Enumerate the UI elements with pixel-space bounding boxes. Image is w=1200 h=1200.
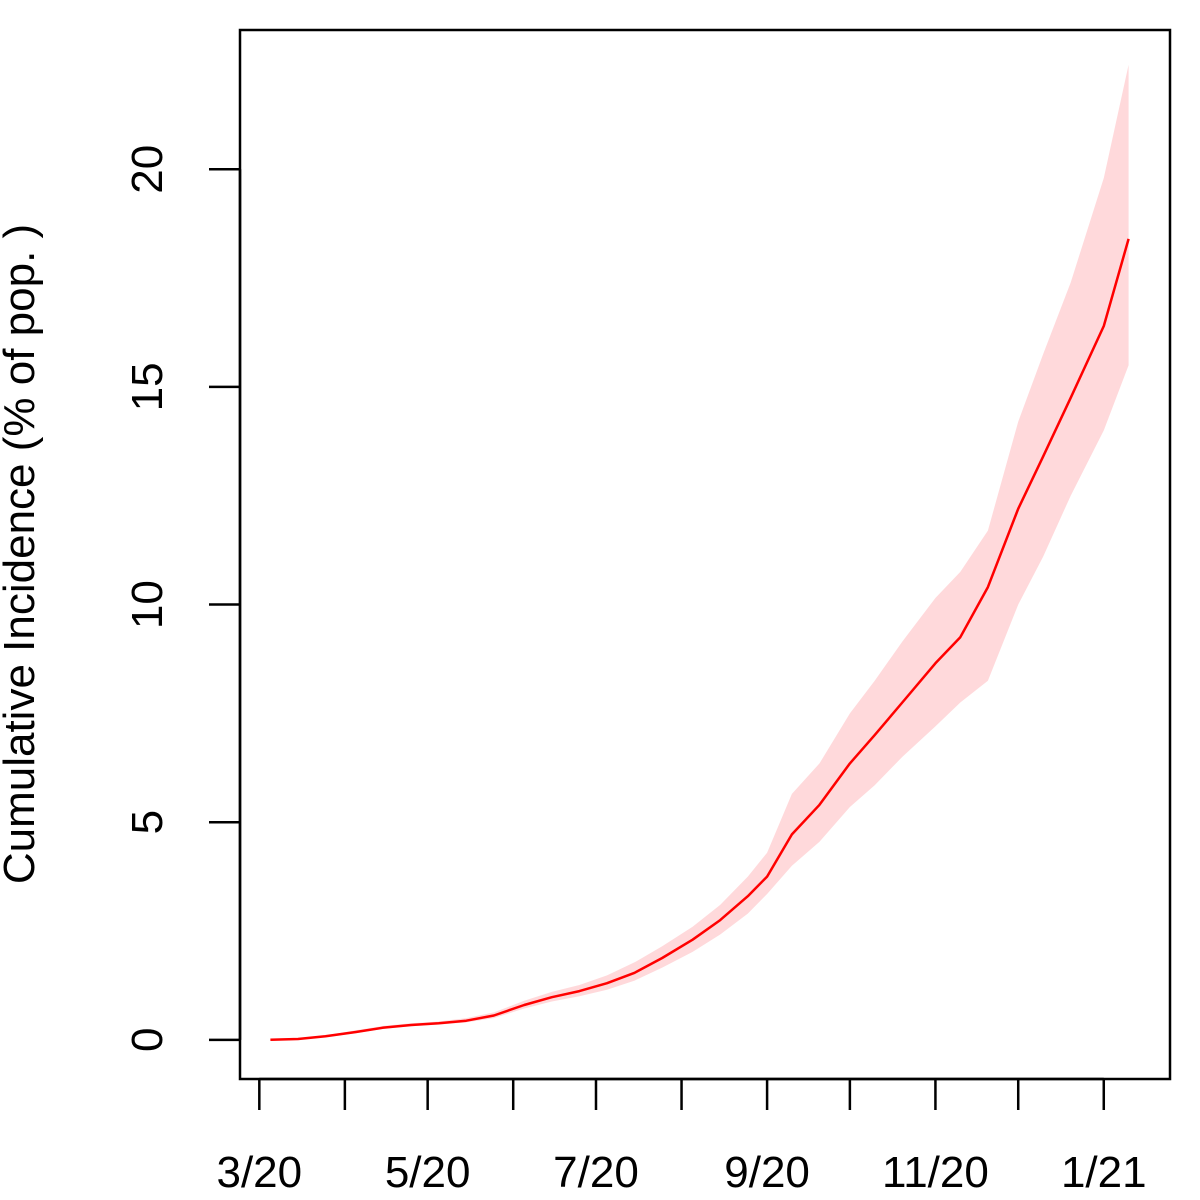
confidence-band-layer [270,64,1129,1040]
x-tick-label: 5/20 [385,1148,471,1197]
y-axis-title: Cumulative Incidence (% of pop. ) [0,224,44,884]
series-line-layer [270,238,1130,1042]
x-tick-label: 9/20 [724,1148,810,1197]
x-tick-label: 1/21 [1061,1148,1147,1197]
series-line [270,238,1130,1042]
confidence-band [270,64,1129,1040]
x-tick-label: 7/20 [553,1148,639,1197]
x-axis: 3/20 5/20 7/20 9/20 11/20 1/21 [216,1077,1147,1197]
y-tick-label: 0 [123,1028,172,1052]
y-tick-label: 10 [123,580,172,629]
y-tick-label: 20 [123,145,172,194]
y-tick-label: 5 [123,810,172,834]
x-tick-label: 3/20 [216,1148,302,1197]
y-tick-label: 15 [123,362,172,411]
y-axis: 0 5 10 15 20 [123,145,242,1052]
x-tick-label: 11/20 [882,1148,989,1197]
